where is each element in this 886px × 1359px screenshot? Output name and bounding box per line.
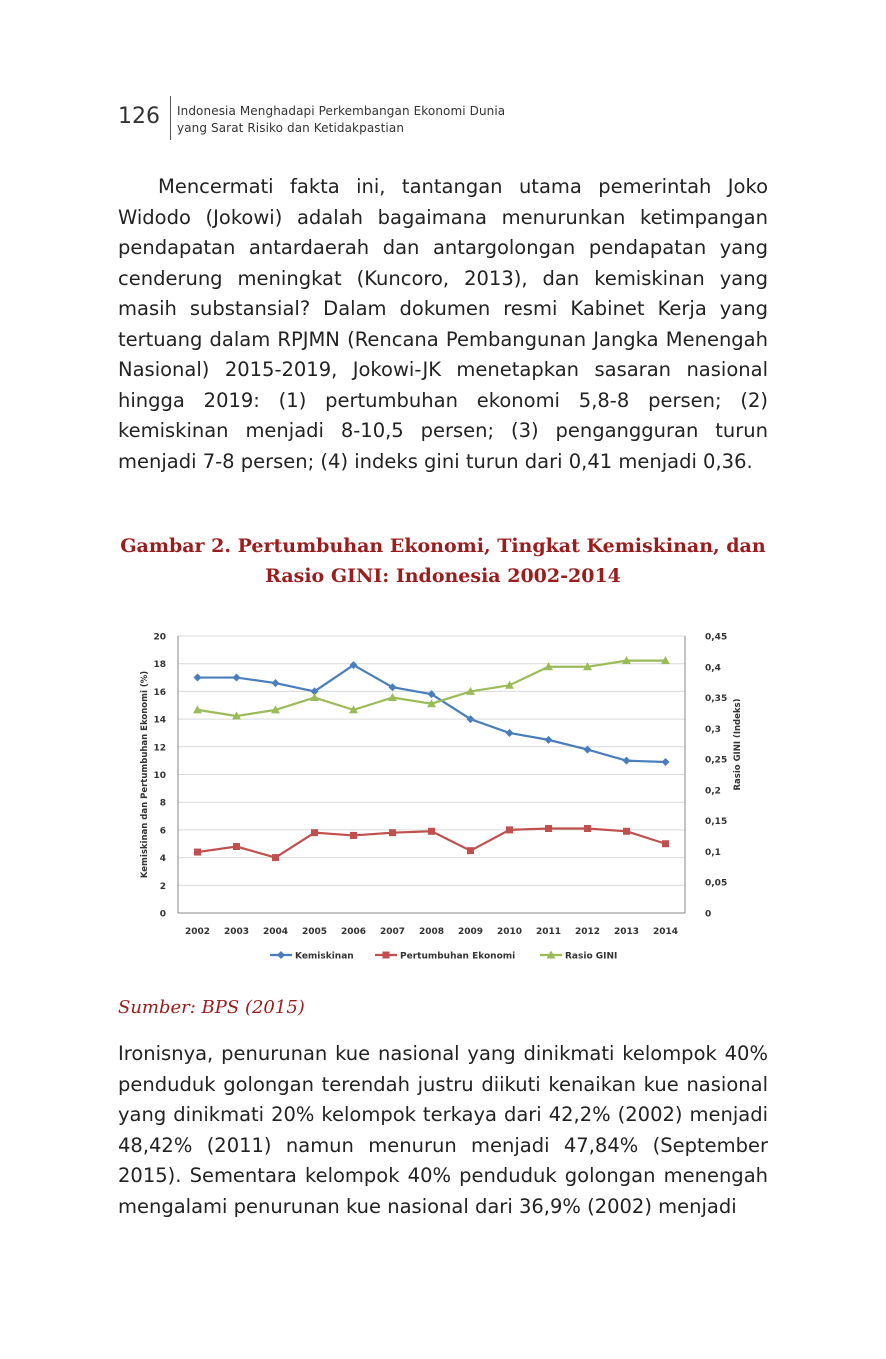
x-tick-label: 2010 bbox=[497, 927, 522, 937]
point-kemiskinan bbox=[622, 756, 631, 765]
point-pertumbuhan-ekonomi bbox=[350, 831, 357, 839]
x-tick-label: 2012 bbox=[575, 927, 600, 937]
y2-axis-title: Rasio GINI (Indeks) bbox=[733, 698, 740, 790]
y-tick-label: 20 bbox=[153, 633, 166, 643]
point-pertumbuhan-ekonomi bbox=[662, 840, 669, 848]
point-kemiskinan bbox=[349, 661, 358, 670]
point-pertumbuhan-ekonomi bbox=[233, 843, 240, 851]
page-number: 126 bbox=[118, 104, 160, 129]
point-kemiskinan bbox=[232, 673, 241, 682]
x-tick-label: 2013 bbox=[614, 927, 639, 937]
point-kemiskinan bbox=[505, 728, 514, 737]
y-tick-label: 12 bbox=[153, 743, 166, 753]
point-kemiskinan bbox=[427, 690, 436, 699]
point-rasio-gini bbox=[310, 693, 319, 702]
legend-marker-pertumbuhan-ekonomi bbox=[382, 951, 390, 959]
point-pertumbuhan-ekonomi bbox=[545, 825, 552, 833]
y2-tick-label: 0,35 bbox=[705, 694, 727, 704]
y2-tick-label: 0,1 bbox=[705, 848, 721, 858]
y-tick-label: 2 bbox=[160, 882, 166, 892]
running-title: Indonesia Menghadapi Perkembangan Ekonom… bbox=[177, 96, 505, 137]
running-title-line1: Indonesia Menghadapi Perkembangan Ekonom… bbox=[177, 104, 506, 118]
point-pertumbuhan-ekonomi bbox=[311, 829, 318, 837]
point-rasio-gini bbox=[505, 680, 514, 689]
y2-tick-label: 0,05 bbox=[705, 879, 727, 889]
figure-title-line1: Gambar 2. Pertumbuhan Ekonomi, Tingkat K… bbox=[120, 535, 766, 557]
point-rasio-gini bbox=[583, 662, 592, 671]
x-tick-label: 2003 bbox=[224, 927, 249, 937]
legend-marker-rasio-gini bbox=[546, 950, 556, 959]
x-tick-label: 2002 bbox=[185, 927, 210, 937]
y2-tick-label: 0,45 bbox=[705, 633, 727, 643]
y-tick-label: 16 bbox=[153, 688, 166, 698]
x-tick-label: 2005 bbox=[302, 927, 327, 937]
y-tick-label: 10 bbox=[153, 771, 166, 781]
point-pertumbuhan-ekonomi bbox=[389, 829, 396, 837]
paragraph-1: Mencermati fakta ini, tantangan utama pe… bbox=[118, 175, 768, 473]
point-pertumbuhan-ekonomi bbox=[194, 848, 201, 856]
point-kemiskinan bbox=[310, 687, 319, 696]
figure-title: Gambar 2. Pertumbuhan Ekonomi, Tingkat K… bbox=[100, 531, 786, 591]
x-tick-label: 2009 bbox=[458, 927, 483, 937]
point-pertumbuhan-ekonomi bbox=[467, 847, 474, 855]
x-tick-label: 2004 bbox=[263, 927, 288, 937]
point-kemiskinan bbox=[193, 673, 202, 682]
y-tick-label: 14 bbox=[153, 716, 166, 726]
x-tick-label: 2011 bbox=[536, 927, 561, 937]
y-tick-label: 6 bbox=[160, 826, 166, 836]
y-tick-label: 4 bbox=[160, 854, 166, 864]
y-tick-label: 8 bbox=[160, 799, 166, 809]
point-rasio-gini bbox=[622, 656, 631, 665]
y2-tick-label: 0,3 bbox=[705, 725, 721, 735]
y-axis-title: Kemiskinan dan Pertumbuhan Ekonomi (%) bbox=[140, 671, 150, 878]
y2-tick-label: 0,25 bbox=[705, 756, 727, 766]
point-rasio-gini bbox=[661, 656, 670, 665]
legend-label-rasio-gini: Rasio GINI bbox=[565, 952, 617, 962]
point-kemiskinan bbox=[583, 745, 592, 754]
point-kemiskinan bbox=[544, 735, 553, 744]
legend-label-kemiskinan: Kemiskinan bbox=[295, 952, 354, 962]
point-rasio-gini bbox=[466, 686, 475, 695]
y2-tick-label: 0,2 bbox=[705, 786, 721, 796]
point-kemiskinan bbox=[466, 715, 475, 724]
y2-tick-label: 0,15 bbox=[705, 817, 727, 827]
series-line-rasio-gini bbox=[197, 659, 666, 718]
point-kemiskinan bbox=[388, 683, 397, 692]
point-rasio-gini bbox=[427, 699, 436, 708]
point-kemiskinan bbox=[661, 758, 670, 767]
point-pertumbuhan-ekonomi bbox=[428, 827, 435, 835]
legend-marker-kemiskinan bbox=[277, 951, 285, 959]
point-pertumbuhan-ekonomi bbox=[584, 825, 591, 833]
header-divider bbox=[170, 96, 171, 140]
legend-label-pertumbuhan-ekonomi: Pertumbuhan Ekonomi bbox=[400, 952, 515, 962]
point-rasio-gini bbox=[271, 705, 280, 714]
point-rasio-gini bbox=[544, 662, 553, 671]
figure-title-line2: Rasio GINI: Indonesia 2002-2014 bbox=[265, 565, 621, 587]
y2-tick-label: 0,4 bbox=[705, 663, 721, 673]
x-tick-label: 2014 bbox=[653, 927, 678, 937]
point-kemiskinan bbox=[271, 679, 280, 688]
paragraph-2: Ironisnya, penurunan kue nasional yang d… bbox=[118, 1042, 768, 1218]
point-rasio-gini bbox=[193, 705, 202, 714]
point-pertumbuhan-ekonomi bbox=[623, 827, 630, 835]
running-title-line2: yang Sarat Risiko dan Ketidakpastian bbox=[177, 121, 405, 135]
x-tick-label: 2007 bbox=[380, 927, 405, 937]
y2-tick-label: 0 bbox=[705, 910, 711, 920]
line-chart: 0 2 4 6 8 10 12 14 16 18 20 0 0,05 0,1 0,15 0,2 0,25 0,3 0… bbox=[140, 633, 740, 962]
point-pertumbuhan-ekonomi bbox=[272, 854, 279, 862]
point-rasio-gini bbox=[349, 705, 358, 714]
point-pertumbuhan-ekonomi bbox=[506, 826, 513, 834]
point-rasio-gini bbox=[232, 711, 241, 720]
y-tick-label: 18 bbox=[153, 660, 166, 670]
y-tick-label: 0 bbox=[160, 910, 166, 920]
series-line-kemiskinan bbox=[197, 663, 666, 764]
figure-source: Sumber: BPS (2015) bbox=[118, 997, 305, 1018]
x-tick-label: 2006 bbox=[341, 927, 366, 937]
x-tick-label: 2008 bbox=[419, 927, 444, 937]
running-header: 126 Indonesia Menghadapi Perkembangan Ek… bbox=[118, 96, 505, 140]
point-rasio-gini bbox=[388, 693, 397, 702]
